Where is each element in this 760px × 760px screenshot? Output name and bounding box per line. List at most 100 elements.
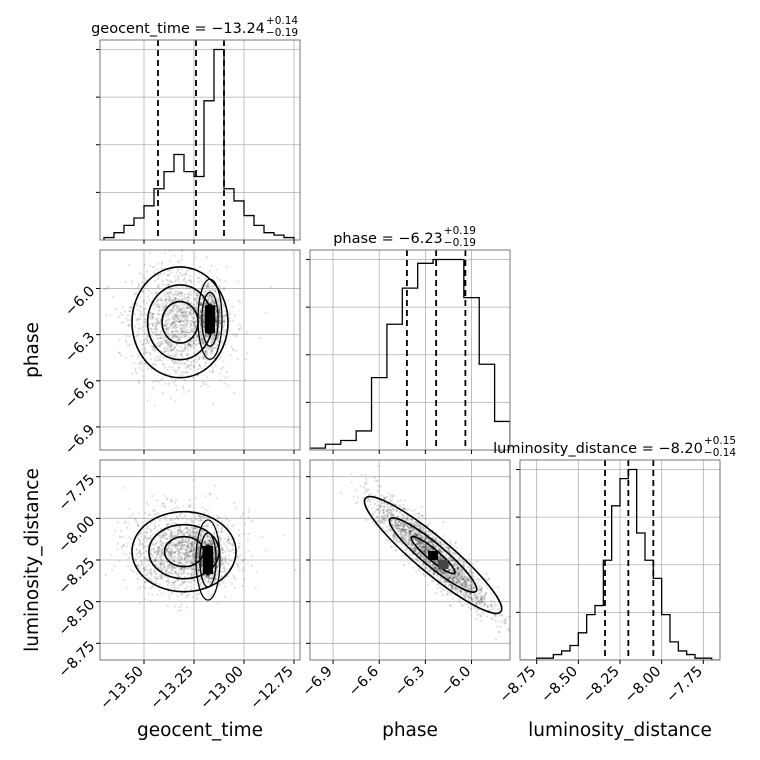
sample-point <box>176 530 179 533</box>
sample-point <box>171 348 174 351</box>
sample-point <box>209 540 212 544</box>
sample-point <box>199 302 203 305</box>
sample-point <box>154 551 157 554</box>
sample-point <box>163 503 166 506</box>
sample-point <box>190 549 193 553</box>
sample-point <box>163 568 167 571</box>
sample-point <box>159 563 162 566</box>
sample-point <box>204 350 207 353</box>
sample-point <box>165 293 168 296</box>
sample-point <box>149 527 152 531</box>
sample-point <box>224 557 227 560</box>
sample-point <box>156 274 159 277</box>
sample-point <box>140 535 143 538</box>
sample-point <box>186 541 190 544</box>
sample-point <box>179 529 182 532</box>
sample-point <box>217 523 220 527</box>
sample-point <box>213 334 216 337</box>
sample-point <box>183 379 186 382</box>
sample-point <box>199 539 203 542</box>
sample-point <box>184 273 187 276</box>
sample-point <box>161 561 164 564</box>
sample-point <box>228 312 232 315</box>
sample-point <box>217 304 220 307</box>
sample-point <box>207 283 210 286</box>
sample-point <box>228 538 231 541</box>
sample-point <box>216 344 219 348</box>
sample-point <box>176 553 179 556</box>
sample-point <box>189 340 192 343</box>
sample-point <box>178 291 181 294</box>
sample-point <box>177 518 180 521</box>
sample-point <box>160 575 163 578</box>
sample-point <box>175 556 178 559</box>
sample-point <box>197 515 200 518</box>
sample-point <box>188 546 191 549</box>
sample-point <box>194 320 197 324</box>
sample-point <box>258 336 261 340</box>
sample-point <box>160 504 163 507</box>
sample-point <box>157 589 161 592</box>
sample-point <box>138 567 141 570</box>
sample-point <box>156 355 159 358</box>
sample-point <box>179 557 183 560</box>
sample-point <box>152 542 156 546</box>
sample-point <box>159 332 162 335</box>
sample-point <box>202 320 205 323</box>
sample-point <box>183 276 186 280</box>
sample-point <box>165 327 169 330</box>
sample-point <box>178 507 181 510</box>
sample-point <box>188 365 191 368</box>
sample-point <box>170 571 173 575</box>
sample-point <box>154 303 158 306</box>
sample-point <box>182 330 185 333</box>
sample-point <box>181 373 184 377</box>
sample-point <box>171 331 174 335</box>
sample-point <box>214 484 217 487</box>
sample-point <box>167 382 171 386</box>
sample-point <box>180 547 183 550</box>
sample-point <box>173 361 176 364</box>
sample-point <box>202 325 205 328</box>
sample-point <box>181 547 184 550</box>
sample-point <box>186 547 190 550</box>
sample-point <box>155 554 159 557</box>
sample-point <box>143 558 146 562</box>
sample-point <box>156 541 159 544</box>
sample-point <box>215 320 218 323</box>
sample-point <box>224 317 227 320</box>
sample-point <box>220 531 223 534</box>
sample-point <box>180 532 183 535</box>
sample-point <box>139 549 142 552</box>
sample-point <box>212 571 215 574</box>
sample-point <box>157 283 160 286</box>
sample-point <box>213 290 217 293</box>
sample-point <box>170 324 174 327</box>
sample-point <box>195 323 198 327</box>
sample-point <box>149 251 152 255</box>
sample-point <box>175 297 178 300</box>
sample-point <box>163 347 166 351</box>
sample-point <box>187 551 190 555</box>
sample-point <box>206 345 209 348</box>
sample-point <box>200 530 203 533</box>
sample-point <box>170 322 173 325</box>
sample-point <box>178 513 182 517</box>
sample-point <box>190 361 193 364</box>
sample-point <box>221 570 224 574</box>
sample-point <box>186 370 189 373</box>
sample-point <box>192 324 195 327</box>
sample-point <box>183 362 186 365</box>
sample-point <box>195 535 198 538</box>
sample-point <box>169 344 172 348</box>
histogram-title: luminosity_distance = −8.20 <box>493 441 703 457</box>
sample-point <box>145 278 148 281</box>
sample-point <box>178 543 181 547</box>
sample-point <box>237 299 240 302</box>
sample-point <box>217 309 221 312</box>
sample-point <box>184 539 187 542</box>
sample-point <box>195 597 198 600</box>
sample-point <box>125 335 128 338</box>
sample-point <box>221 552 224 555</box>
sample-point <box>165 347 169 350</box>
